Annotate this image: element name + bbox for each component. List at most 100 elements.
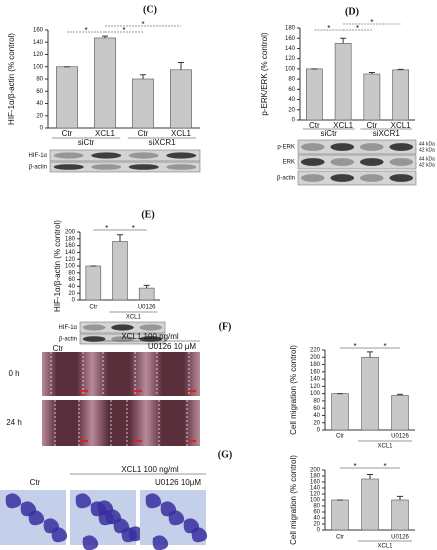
y-axis-label: Cell migration (% control) (289, 455, 298, 545)
blot-band (389, 143, 414, 151)
y-tick-label: 160 (310, 480, 321, 486)
blot-strip (297, 154, 417, 170)
y-tick-label: 200 (310, 355, 321, 361)
control-label: Ctr (53, 344, 64, 353)
y-tick-label: 180 (65, 236, 76, 242)
y-tick-label: 20 (68, 291, 75, 297)
y-tick-label: 160 (65, 243, 76, 249)
blot-band (300, 143, 325, 151)
group-label: XCL1 (377, 444, 393, 450)
error-bar (367, 474, 373, 479)
significance-star: * (383, 462, 386, 471)
y-axis-label: HIF-1α/β-actin (% control) (7, 33, 16, 125)
bar (170, 69, 192, 129)
y-tick-label: 160 (285, 36, 296, 42)
blot-strip (49, 161, 201, 173)
wound-image (146, 400, 200, 446)
wound-image (92, 400, 146, 446)
stained-cell (152, 535, 169, 550)
scale-bar (80, 440, 88, 442)
group-label: siCtr (321, 129, 338, 138)
inhibitor-label: U0126 10 μM (148, 342, 197, 351)
x-tick-label: Ctr (89, 305, 97, 311)
significance-star: * (84, 26, 87, 35)
group-label: siXCR1 (148, 138, 176, 147)
y-tick-label: 120 (310, 384, 321, 390)
blot-label: β-actin (29, 165, 47, 171)
y-tick-label: 220 (310, 348, 321, 354)
blot-band (53, 152, 84, 159)
stained-cell (160, 501, 177, 517)
bar (94, 37, 116, 129)
y-tick-label: 180 (285, 26, 296, 32)
significance-star: * (353, 462, 356, 471)
blot-band (82, 336, 106, 342)
y-tick-label: 80 (313, 504, 320, 510)
significance-star: * (105, 224, 108, 233)
panel-label: (F) (219, 321, 232, 332)
blot-band (166, 164, 197, 170)
panel-label: (C) (143, 4, 157, 15)
x-tick-label: Ctr (309, 121, 320, 130)
scale-bar (80, 390, 88, 392)
blot-band (300, 158, 325, 166)
stained-cell (183, 518, 200, 534)
blot-strip (297, 139, 417, 155)
y-tick-label: 120 (33, 52, 44, 58)
scale-bar (134, 440, 142, 442)
kda-label: 42 kDa (419, 147, 435, 153)
significance-star: * (370, 18, 373, 27)
treatment-label: XCL1 100 ng/ml (121, 465, 179, 474)
y-tick-label: 20 (313, 420, 320, 426)
blot-band (389, 174, 414, 182)
panel-label: (G) (218, 449, 232, 460)
error-bar (102, 35, 108, 38)
blot-band (91, 164, 122, 170)
wound-image (92, 352, 146, 396)
x-tick-label: Ctr (367, 121, 378, 130)
blot-band (111, 324, 134, 331)
blot-band (166, 152, 197, 159)
bar (331, 499, 349, 531)
y-tick-label: 60 (288, 87, 295, 93)
blot-label: ERK (283, 160, 295, 166)
x-tick-label: U0126 (391, 434, 409, 440)
error-bar (178, 61, 184, 70)
blot-label: β-actin (59, 337, 77, 343)
y-tick-label: 60 (313, 510, 320, 516)
blot-band (359, 143, 384, 151)
row-label: 24 h (6, 418, 22, 427)
stained-cell (97, 500, 114, 516)
bar (112, 241, 128, 301)
y-tick-label: 40 (313, 516, 320, 522)
bar (306, 68, 323, 121)
kda-label: 44 kDa (419, 156, 435, 162)
y-tick-label: 0 (317, 528, 321, 534)
group-label: XCL1 (126, 315, 142, 321)
scale-bar (188, 440, 196, 442)
stained-cell (5, 493, 22, 509)
bar (132, 78, 154, 129)
bar (334, 43, 352, 121)
blot-strip (297, 170, 417, 186)
y-axis-label: HIF-1α/β-actin (% control) (53, 220, 62, 312)
row-label: 0 h (8, 369, 19, 378)
x-tick-label: Ctr (336, 535, 344, 541)
y-tick-label: 100 (65, 264, 76, 270)
blot-label: HIF-1α (59, 325, 78, 331)
error-bar (340, 37, 347, 44)
error-bar (140, 74, 146, 79)
blot-band (91, 152, 122, 159)
y-tick-label: 60 (68, 277, 75, 283)
error-bar (117, 234, 123, 242)
y-tick-label: 120 (285, 56, 296, 62)
stained-cell (145, 493, 162, 509)
y-tick-label: 60 (36, 89, 43, 95)
blot-label: β-actin (277, 176, 295, 182)
y-tick-label: 140 (33, 40, 44, 46)
blot-band (330, 158, 355, 166)
significance-star: * (327, 24, 330, 33)
blot-band (53, 164, 84, 170)
y-tick-label: 140 (285, 46, 296, 52)
y-tick-label: 0 (72, 298, 76, 304)
